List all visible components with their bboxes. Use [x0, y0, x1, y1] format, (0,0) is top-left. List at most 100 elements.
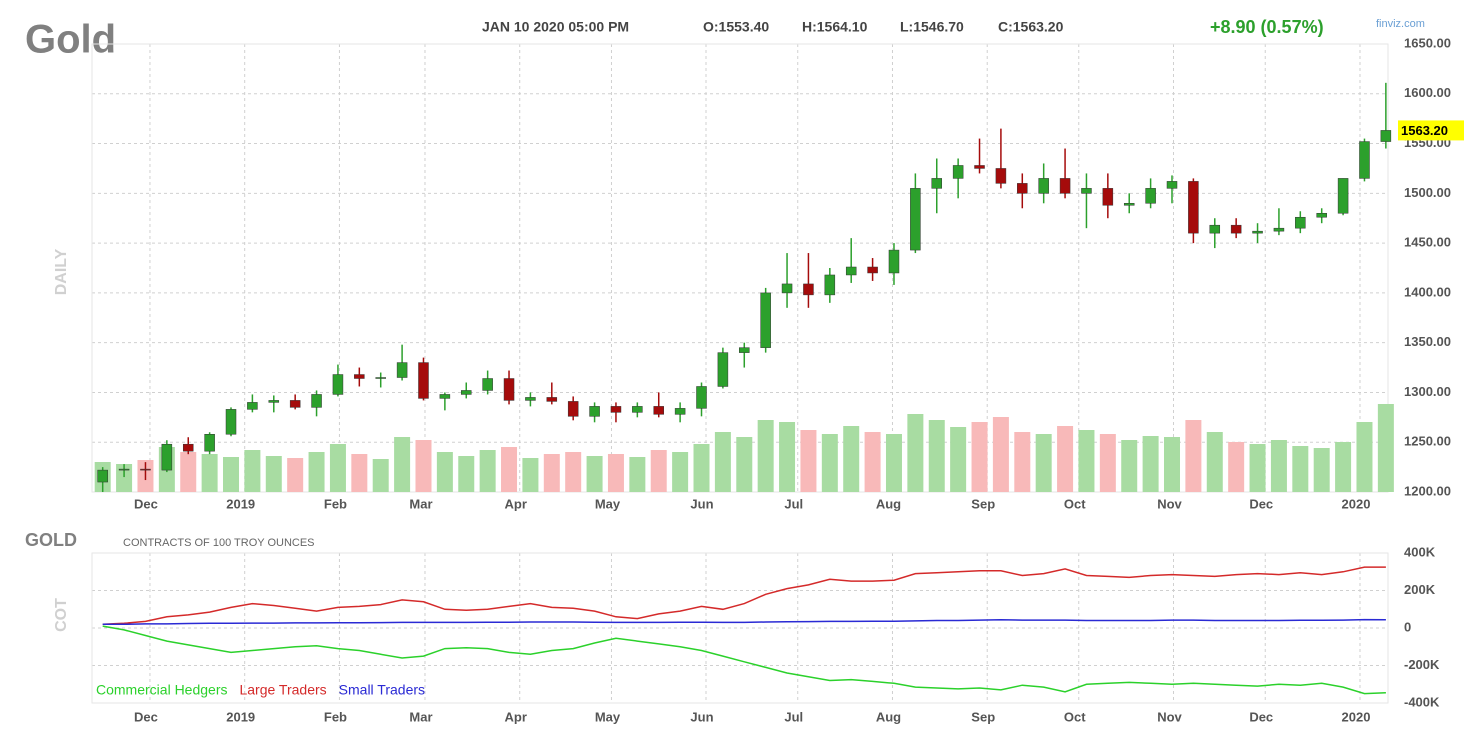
- y-tick-label: 1600.00: [1404, 85, 1451, 100]
- volume-bar: [586, 456, 603, 492]
- volume-bar: [885, 434, 902, 492]
- x-tick-label: Sep: [971, 709, 995, 724]
- x-tick-label: 2019: [226, 709, 255, 724]
- volume-bar: [1377, 404, 1394, 492]
- volume-bar: [864, 432, 881, 492]
- volume-bar: [607, 454, 624, 492]
- candle-body: [1337, 178, 1349, 214]
- candle-body: [461, 390, 472, 395]
- volume-bar: [821, 434, 838, 492]
- candle-body: [225, 409, 237, 435]
- volume-bar: [415, 440, 432, 492]
- candle-body: [910, 188, 921, 251]
- cot-line: [102, 566, 1386, 626]
- legend-entry: Commercial Hedgers: [96, 682, 227, 698]
- cot-line: [102, 618, 1386, 626]
- volume-bar: [180, 452, 197, 492]
- x-tick-label: Jul: [784, 709, 803, 724]
- x-tick-label: Mar: [409, 709, 432, 724]
- candle-body: [1017, 183, 1028, 194]
- volume-bar: [458, 456, 475, 492]
- candle-body: [97, 469, 108, 483]
- candle-body: [1188, 181, 1199, 234]
- candle-body: [439, 394, 451, 399]
- x-tick-label: Aug: [876, 496, 901, 511]
- volume-bar: [950, 427, 967, 492]
- candle-body: [610, 406, 622, 413]
- x-tick-label: Aug: [876, 709, 901, 724]
- volume-bar: [650, 450, 667, 492]
- y-tick-label: 1400.00: [1404, 284, 1451, 299]
- volume-bar: [223, 457, 240, 492]
- candle-body: [867, 266, 878, 274]
- x-tick-label: Dec: [1249, 496, 1273, 511]
- y-tick-label: 1500.00: [1404, 185, 1451, 200]
- candle-body: [845, 266, 857, 276]
- volume-bar: [372, 459, 389, 492]
- volume-bar: [1270, 440, 1287, 492]
- volume-bar: [1313, 448, 1330, 492]
- source: finviz.com: [1376, 18, 1425, 30]
- volume-bar: [1206, 432, 1223, 492]
- volume-bar: [1185, 420, 1202, 492]
- volume-bar: [800, 430, 817, 492]
- candle-body: [418, 362, 429, 399]
- candle-body: [674, 408, 686, 415]
- volume-bar: [1014, 432, 1031, 492]
- candle-body: [396, 362, 408, 378]
- x-tick-label: Nov: [1157, 496, 1182, 511]
- candle-body: [1166, 181, 1178, 189]
- candle-body: [1295, 216, 1306, 229]
- y-tick-label: 1450.00: [1404, 235, 1451, 250]
- volume-bar: [394, 437, 411, 492]
- x-tick-label: Jun: [690, 709, 713, 724]
- candle-body: [1230, 224, 1242, 234]
- y-tick-label: 200K: [1404, 582, 1436, 597]
- close: C:1563.20: [998, 19, 1064, 35]
- x-tick-label: Apr: [505, 709, 527, 724]
- candle-body: [696, 386, 707, 409]
- volume-bar: [1164, 437, 1180, 492]
- panel-label: DAILY: [53, 248, 70, 295]
- candle-body: [567, 401, 579, 417]
- candle-body: [482, 378, 493, 391]
- x-tick-label: Dec: [134, 709, 158, 724]
- candle-body: [332, 374, 344, 395]
- candle-body: [931, 178, 943, 189]
- candle-body: [974, 165, 985, 169]
- volume-bar: [757, 420, 774, 492]
- x-tick-label: May: [595, 496, 621, 511]
- candle-body: [546, 397, 558, 402]
- volume-bar: [201, 454, 218, 492]
- candle-body: [1316, 212, 1327, 218]
- change: +8.90 (0.57%): [1210, 17, 1324, 37]
- volume-bar: [907, 414, 924, 492]
- volume-bar: [287, 458, 304, 492]
- x-tick-label: 2019: [226, 496, 255, 511]
- candle-body: [1102, 188, 1114, 206]
- candle-body: [1209, 224, 1221, 234]
- volume-bar: [1099, 434, 1116, 492]
- volume-bar: [779, 422, 796, 492]
- volume-bar: [714, 432, 731, 492]
- x-tick-label: Feb: [324, 709, 347, 724]
- x-tick-label: Mar: [409, 496, 432, 511]
- candle-body: [503, 378, 515, 401]
- candle-body: [247, 402, 258, 410]
- candle-body: [375, 377, 386, 379]
- candle-body: [161, 443, 173, 471]
- candle-body: [739, 347, 750, 353]
- cot-title: GOLD: [25, 530, 77, 550]
- x-tick-label: May: [595, 709, 621, 724]
- y-tick-label: -400K: [1404, 694, 1440, 709]
- volume-bar: [543, 454, 560, 492]
- candle-body: [140, 468, 151, 471]
- candle-body: [1252, 230, 1263, 234]
- x-tick-label: Nov: [1157, 709, 1182, 724]
- volume-bar: [436, 452, 453, 492]
- candle-body: [1038, 178, 1049, 194]
- candle-body: [824, 274, 836, 296]
- volume-bar: [244, 450, 261, 492]
- volume-bar: [265, 456, 282, 492]
